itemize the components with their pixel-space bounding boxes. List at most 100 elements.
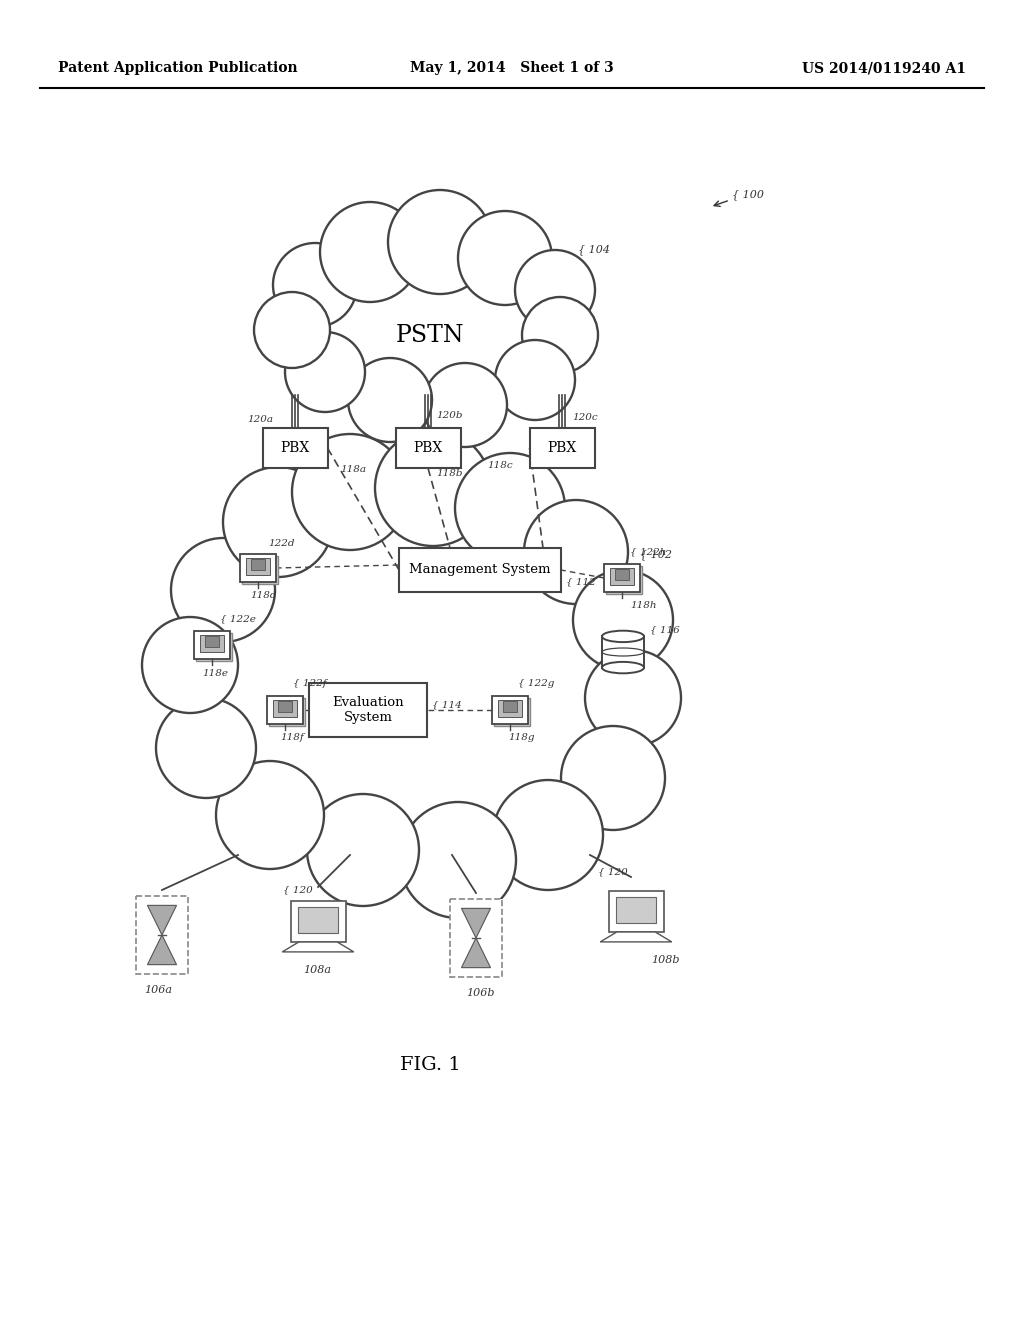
Circle shape <box>388 190 492 294</box>
Text: 106a: 106a <box>144 985 172 995</box>
Text: 120a: 120a <box>247 416 273 425</box>
FancyBboxPatch shape <box>529 428 595 469</box>
Text: { 114: { 114 <box>432 701 462 710</box>
FancyBboxPatch shape <box>615 569 629 579</box>
Circle shape <box>573 570 673 671</box>
FancyBboxPatch shape <box>494 698 530 726</box>
FancyBboxPatch shape <box>616 896 655 923</box>
Circle shape <box>524 500 628 605</box>
Ellipse shape <box>238 490 598 750</box>
Text: { 116: { 116 <box>650 626 680 635</box>
Ellipse shape <box>318 601 638 861</box>
FancyBboxPatch shape <box>608 891 664 932</box>
Polygon shape <box>283 942 353 952</box>
Circle shape <box>375 430 490 546</box>
Ellipse shape <box>310 235 550 385</box>
FancyBboxPatch shape <box>136 896 188 974</box>
FancyBboxPatch shape <box>298 907 338 932</box>
Text: Evaluation
System: Evaluation System <box>332 696 403 723</box>
FancyBboxPatch shape <box>604 564 640 593</box>
Text: 120b: 120b <box>436 412 463 421</box>
Circle shape <box>458 211 552 305</box>
Text: 118e: 118e <box>202 668 228 677</box>
Text: 118d: 118d <box>250 591 276 601</box>
Ellipse shape <box>602 661 644 673</box>
Circle shape <box>319 202 420 302</box>
Circle shape <box>493 780 603 890</box>
Circle shape <box>348 358 432 442</box>
FancyBboxPatch shape <box>240 553 276 582</box>
FancyBboxPatch shape <box>492 696 528 725</box>
Text: { 122e: { 122e <box>220 615 256 623</box>
FancyBboxPatch shape <box>279 701 292 711</box>
Polygon shape <box>462 939 490 968</box>
Circle shape <box>273 243 357 327</box>
Circle shape <box>455 453 565 564</box>
Text: { 102: { 102 <box>640 549 672 561</box>
Text: PBX: PBX <box>281 441 309 455</box>
FancyBboxPatch shape <box>309 682 427 737</box>
Circle shape <box>522 297 598 374</box>
Text: Patent Application Publication: Patent Application Publication <box>58 61 298 75</box>
Text: { 104: { 104 <box>578 244 610 255</box>
FancyBboxPatch shape <box>194 631 230 659</box>
FancyBboxPatch shape <box>395 428 461 469</box>
Text: { 122f: { 122f <box>293 680 327 689</box>
Circle shape <box>495 341 575 420</box>
Text: 108a: 108a <box>303 965 331 975</box>
Text: { 122h: { 122h <box>630 548 667 557</box>
Circle shape <box>292 434 408 550</box>
Text: 118f: 118f <box>280 734 304 742</box>
FancyBboxPatch shape <box>267 696 303 725</box>
FancyBboxPatch shape <box>610 568 634 586</box>
Circle shape <box>223 467 333 577</box>
Text: 118g: 118g <box>508 734 535 742</box>
Text: Management System: Management System <box>410 564 551 577</box>
Circle shape <box>585 649 681 746</box>
FancyBboxPatch shape <box>450 899 502 977</box>
Polygon shape <box>147 906 176 935</box>
FancyBboxPatch shape <box>291 900 345 942</box>
FancyBboxPatch shape <box>606 566 642 594</box>
Text: 118a: 118a <box>340 466 366 474</box>
Text: 122d: 122d <box>268 540 295 549</box>
FancyBboxPatch shape <box>252 560 264 570</box>
Ellipse shape <box>198 601 518 861</box>
FancyBboxPatch shape <box>268 698 305 726</box>
Circle shape <box>171 539 275 642</box>
Polygon shape <box>147 935 176 965</box>
Circle shape <box>561 726 665 830</box>
Circle shape <box>254 292 330 368</box>
Circle shape <box>156 698 256 799</box>
Circle shape <box>423 363 507 447</box>
FancyBboxPatch shape <box>399 548 561 591</box>
Text: { 120: { 120 <box>598 867 628 876</box>
Text: 108b: 108b <box>651 954 680 965</box>
Text: 120c: 120c <box>572 413 598 422</box>
Circle shape <box>307 795 419 906</box>
Text: { 120: { 120 <box>283 886 312 895</box>
FancyBboxPatch shape <box>196 632 232 661</box>
Text: 118c: 118c <box>487 462 513 470</box>
Text: 118b: 118b <box>436 469 463 478</box>
FancyBboxPatch shape <box>504 701 516 711</box>
Ellipse shape <box>198 480 638 861</box>
FancyBboxPatch shape <box>206 636 218 647</box>
FancyBboxPatch shape <box>246 558 270 576</box>
Ellipse shape <box>602 631 644 642</box>
FancyBboxPatch shape <box>242 556 279 585</box>
Circle shape <box>285 333 365 412</box>
Polygon shape <box>600 932 672 942</box>
Text: PBX: PBX <box>548 441 577 455</box>
FancyBboxPatch shape <box>273 700 297 718</box>
Text: { 112: { 112 <box>566 578 596 586</box>
Circle shape <box>142 616 238 713</box>
Text: PSTN: PSTN <box>395 323 464 346</box>
Circle shape <box>400 803 516 917</box>
Text: { 100: { 100 <box>732 190 764 201</box>
FancyBboxPatch shape <box>498 700 522 718</box>
Text: May 1, 2014   Sheet 1 of 3: May 1, 2014 Sheet 1 of 3 <box>411 61 613 75</box>
Polygon shape <box>462 908 490 939</box>
Text: { 122g: { 122g <box>518 680 554 689</box>
Circle shape <box>216 762 324 869</box>
